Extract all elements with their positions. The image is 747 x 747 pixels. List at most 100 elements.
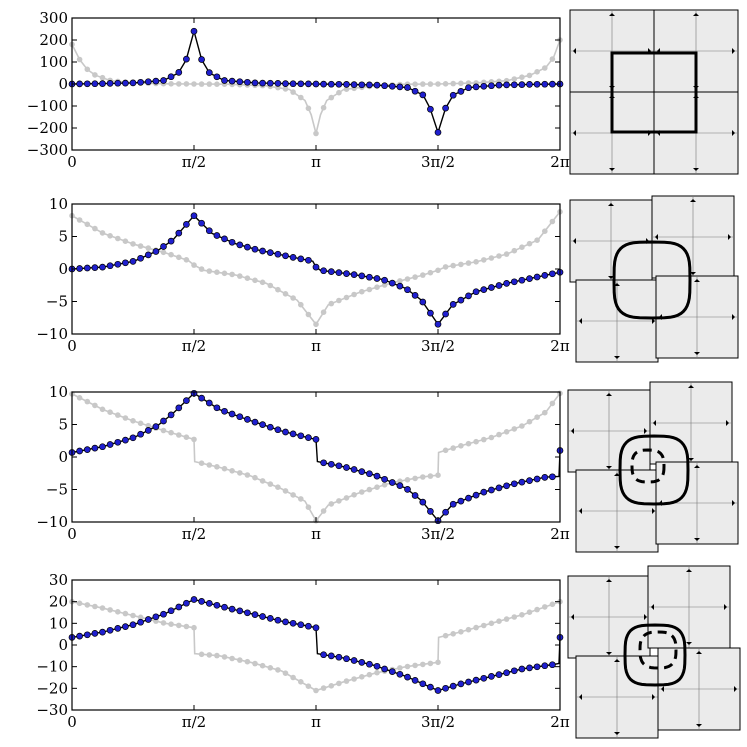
data-point-main	[160, 77, 167, 84]
data-point-gray	[282, 670, 289, 676]
data-point-main	[343, 81, 350, 88]
data-point-main	[312, 80, 320, 88]
data-point-gray	[320, 508, 327, 514]
data-point-main	[221, 407, 228, 415]
data-point-main	[129, 434, 137, 442]
data-point-main	[503, 81, 510, 89]
data-point-main	[198, 56, 205, 63]
data-point-main	[198, 394, 205, 402]
data-point-main	[228, 77, 236, 85]
data-point-main	[83, 264, 91, 272]
x-tick-label: 3π/2	[421, 713, 455, 731]
data-point-main	[213, 232, 221, 239]
arrow-icon	[728, 234, 731, 240]
data-point-main	[160, 417, 167, 425]
data-point-main	[373, 472, 381, 480]
data-point-main	[526, 275, 533, 282]
data-point-main	[205, 399, 213, 407]
arrow-icon	[606, 466, 612, 469]
data-point-main	[213, 601, 221, 609]
data-point-main	[83, 80, 91, 88]
data-point-gray	[84, 398, 91, 405]
data-point-gray	[366, 486, 373, 493]
data-point-main	[114, 79, 122, 87]
data-point-main	[404, 486, 411, 493]
inset-tile	[575, 655, 659, 739]
data-point-main	[190, 27, 198, 35]
data-point-main	[221, 603, 228, 611]
arrow-icon	[606, 579, 612, 582]
data-point-gray	[374, 284, 380, 291]
data-point-main	[320, 80, 327, 88]
data-point-gray	[290, 89, 296, 95]
data-point-gray	[259, 279, 266, 286]
data-point-gray	[481, 622, 487, 629]
insets-layer	[567, 9, 741, 739]
data-point-gray	[359, 674, 365, 680]
data-point-main	[266, 423, 274, 431]
data-point-gray	[542, 228, 548, 234]
data-point-gray	[328, 94, 335, 101]
y-tick-label: 0	[58, 260, 68, 278]
data-point-main	[297, 621, 305, 629]
data-point-main	[129, 258, 137, 265]
data-point-gray	[137, 614, 144, 621]
data-point-main	[91, 80, 99, 88]
x-tick-label: 0	[67, 713, 77, 731]
y-tick-label: 0	[58, 636, 68, 654]
data-point-main	[419, 91, 427, 99]
data-point-gray	[427, 81, 434, 87]
data-point-gray	[107, 607, 113, 613]
data-point-gray	[336, 498, 342, 504]
data-point-main	[320, 459, 327, 467]
data-point-main	[76, 447, 83, 455]
y-tick-label: 200	[39, 31, 68, 49]
data-point-main	[465, 84, 472, 92]
data-point-main	[549, 473, 556, 481]
data-point-gray	[137, 243, 144, 249]
data-point-gray	[145, 245, 152, 251]
data-point-gray	[76, 217, 83, 223]
data-point-gray	[519, 612, 525, 618]
data-point-main	[152, 613, 160, 621]
y-tick-label: −300	[27, 141, 68, 159]
data-point-gray	[275, 667, 281, 673]
data-point-main	[282, 618, 289, 626]
data-point-main	[99, 443, 106, 451]
data-point-main	[167, 411, 175, 419]
inset-tile	[567, 389, 651, 473]
inset-tile	[649, 381, 733, 465]
x-tick-label: 3π/2	[421, 525, 455, 543]
y-tick-label: 0	[58, 75, 68, 93]
data-point-main	[510, 278, 518, 286]
data-point-gray	[420, 474, 426, 480]
data-point-main	[335, 80, 343, 88]
data-point-gray	[298, 679, 304, 685]
data-point-gray	[488, 620, 495, 627]
arrow-icon	[614, 732, 620, 735]
data-point-gray	[412, 475, 418, 482]
data-point-main	[122, 436, 129, 444]
data-point-gray	[298, 496, 304, 502]
data-point-gray	[160, 427, 167, 434]
data-point-main	[91, 444, 99, 452]
x-tick-label: π/2	[182, 525, 206, 543]
data-point-gray	[107, 233, 113, 239]
data-point-gray	[343, 495, 350, 501]
data-point-gray	[221, 465, 228, 472]
data-point-main	[274, 426, 282, 434]
arrow-icon	[644, 428, 647, 434]
data-point-gray	[549, 218, 556, 225]
data-point-main	[449, 91, 457, 99]
data-point-main	[495, 81, 503, 89]
data-point-main	[388, 82, 396, 90]
data-point-main	[327, 268, 335, 275]
data-point-main	[358, 468, 366, 475]
data-point-gray	[542, 409, 548, 416]
loop-curve-dashed	[630, 448, 666, 484]
data-point-gray	[290, 492, 296, 498]
data-point-main	[213, 404, 221, 412]
data-point-main	[122, 259, 129, 267]
